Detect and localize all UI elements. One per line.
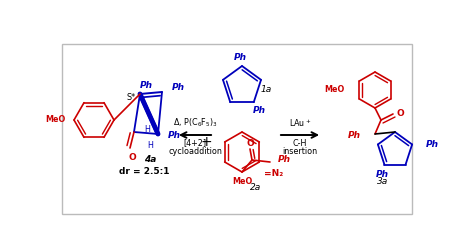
Text: Ph: Ph xyxy=(172,84,185,93)
Text: 1a: 1a xyxy=(260,86,272,94)
Text: Ph: Ph xyxy=(234,54,246,62)
Text: Ph: Ph xyxy=(253,106,266,115)
Bar xyxy=(62,44,412,214)
Text: 2a: 2a xyxy=(250,184,262,192)
Text: Ph: Ph xyxy=(139,82,153,91)
Text: MeO: MeO xyxy=(46,116,66,124)
Text: dr = 2.5:1: dr = 2.5:1 xyxy=(119,167,169,177)
Text: H: H xyxy=(147,142,153,151)
Text: 4a: 4a xyxy=(144,155,156,164)
Text: MeO: MeO xyxy=(325,86,345,94)
Text: Ph: Ph xyxy=(376,170,389,179)
Text: MeO: MeO xyxy=(232,177,252,186)
Text: C-H: C-H xyxy=(293,138,307,148)
Text: H: H xyxy=(144,125,150,134)
Text: 3a: 3a xyxy=(377,178,389,186)
Text: Ph: Ph xyxy=(168,131,181,141)
Text: insertion: insertion xyxy=(283,148,318,156)
Text: O: O xyxy=(128,154,136,162)
Text: +: + xyxy=(200,135,212,149)
Text: =N₂: =N₂ xyxy=(264,169,283,179)
Text: [4+2]: [4+2] xyxy=(183,138,207,148)
Text: Ph: Ph xyxy=(348,131,361,141)
Text: Ph: Ph xyxy=(426,140,439,149)
Text: O: O xyxy=(246,138,254,148)
Text: cycloaddition: cycloaddition xyxy=(168,148,222,156)
Text: O: O xyxy=(396,110,404,119)
Text: LAu$^+$: LAu$^+$ xyxy=(289,117,311,129)
Text: S*: S* xyxy=(127,93,136,101)
Text: $\Delta$, P(C$_6$F$_5$)$_3$: $\Delta$, P(C$_6$F$_5$)$_3$ xyxy=(173,117,218,129)
Text: Ph: Ph xyxy=(277,155,291,164)
